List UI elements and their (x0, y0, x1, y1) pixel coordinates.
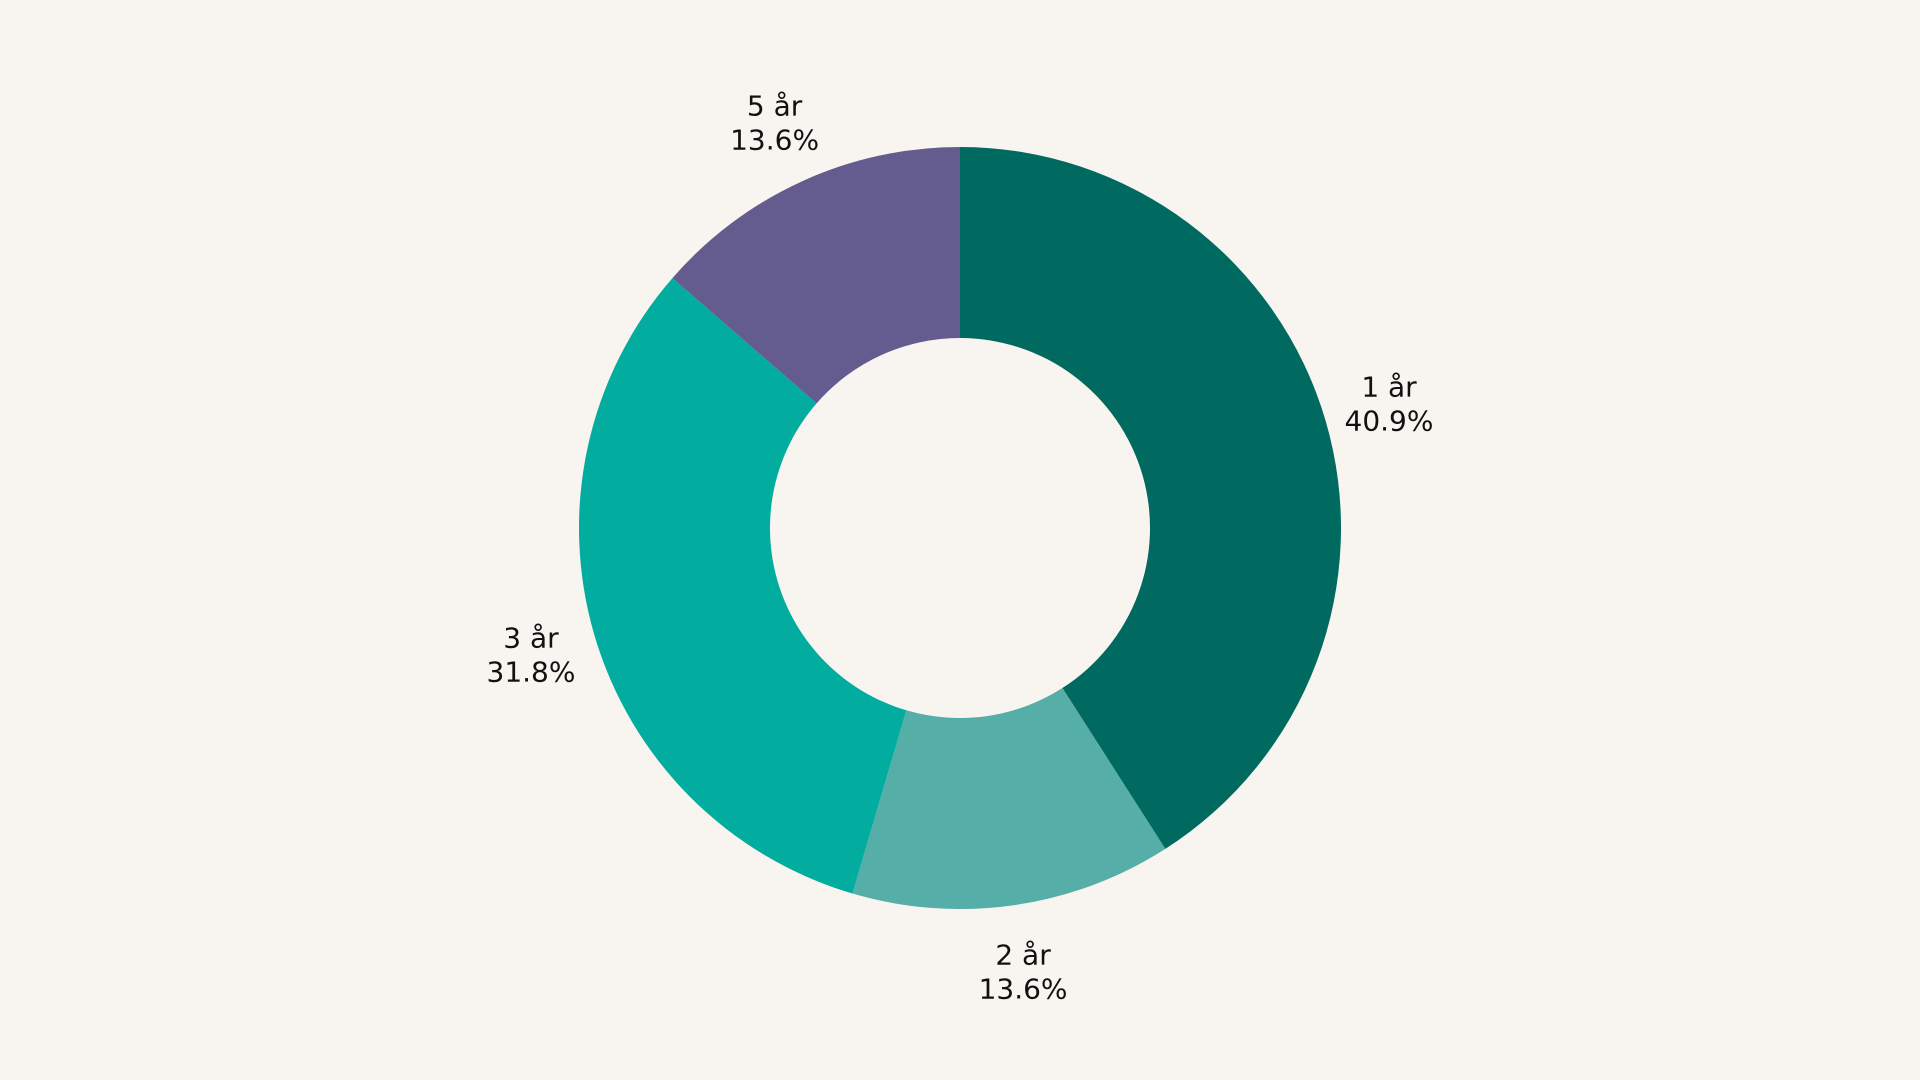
donut-slice-4 (672, 147, 960, 404)
slice-name-label: 5 år (747, 89, 803, 122)
slice-label-3: 3 år 31.8% (487, 622, 576, 689)
slice-label-4: 5 år 13.6% (730, 89, 819, 156)
donut-slice-3 (578, 278, 907, 894)
slice-label-2: 2 år 13.6% (979, 939, 1068, 1006)
slice-name-label: 1 år (1361, 370, 1417, 403)
donut-slice-1 (960, 147, 1341, 849)
donut-slice-2 (852, 688, 1166, 909)
slice-percent-label: 13.6% (979, 973, 1068, 1006)
slice-percent-label: 13.6% (730, 123, 819, 156)
slice-percent-label: 31.8% (487, 656, 576, 689)
slice-name-label: 2 år (995, 939, 1051, 972)
slice-percent-label: 40.9% (1345, 404, 1434, 437)
slice-name-label: 3 år (503, 622, 559, 655)
slice-label-1: 1 år 40.9% (1345, 370, 1434, 437)
